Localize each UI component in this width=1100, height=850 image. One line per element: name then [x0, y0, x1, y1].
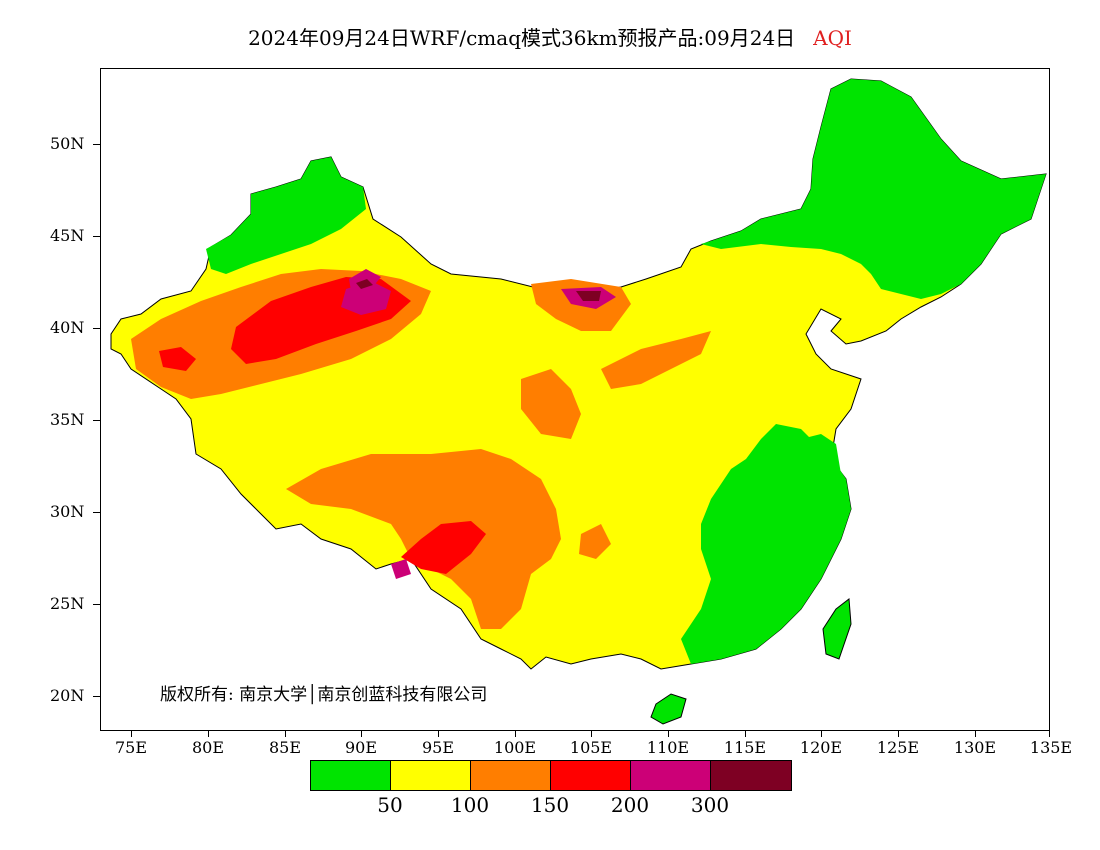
x-tick-label-110e: 110E — [646, 738, 690, 757]
x-tick-label-90e: 90E — [344, 738, 378, 757]
legend-swatch-sensitive — [471, 761, 551, 790]
y-tick-25n — [93, 604, 100, 605]
x-tick-115e — [745, 731, 746, 737]
y-tick-45n — [93, 236, 100, 237]
zone-good-north-xinjiang — [206, 157, 366, 274]
zone-good-taiwan — [822, 598, 852, 660]
zone-good-hainan — [650, 693, 687, 725]
copyright-text: 版权所有: 南京大学│南京创蓝科技有限公司 — [160, 685, 488, 705]
zone-unhealthy-west — [159, 347, 196, 371]
zone-good-northeast — [701, 79, 1046, 299]
y-tick-20n — [93, 696, 100, 697]
x-tick-label-125e: 125E — [876, 738, 920, 757]
legend-label-50: 50 — [377, 793, 403, 817]
legend-swatch-very-unhealthy — [631, 761, 711, 790]
x-tick-125e — [898, 731, 899, 737]
x-tick-110e — [668, 731, 669, 737]
x-tick-135e — [1049, 731, 1050, 737]
x-tick-label-130e: 130E — [953, 738, 997, 757]
x-tick-label-95e: 95E — [421, 738, 455, 757]
zone-sensitive-chongqing — [579, 524, 611, 559]
x-tick-label-120e: 120E — [799, 738, 843, 757]
y-tick-label-35n: 35N — [50, 410, 85, 429]
x-tick-label-80e: 80E — [191, 738, 225, 757]
zone-good-southeast — [681, 424, 851, 664]
y-tick-30n — [93, 512, 100, 513]
map-frame — [100, 68, 1050, 731]
x-tick-label-85e: 85E — [268, 738, 302, 757]
legend-label-300: 300 — [690, 793, 730, 817]
y-tick-label-50n: 50N — [50, 134, 85, 153]
x-tick-120e — [821, 731, 822, 737]
y-tick-label-25n: 25N — [50, 594, 85, 613]
zone-hazardous-tarim — [356, 279, 373, 289]
legend-label-100: 100 — [450, 793, 490, 817]
title-text: 2024年09月24日WRF/cmaq模式36km预报产品:09月24日 — [248, 26, 796, 50]
zone-unhealthy-tibet — [401, 521, 486, 574]
x-tick-label-115e: 115E — [723, 738, 767, 757]
y-tick-label-45n: 45N — [50, 226, 85, 245]
y-tick-40n — [93, 328, 100, 329]
x-tick-label-75e: 75E — [114, 738, 148, 757]
y-tick-label-40n: 40N — [50, 318, 85, 337]
x-tick-90e — [361, 731, 362, 737]
y-tick-label-20n: 20N — [50, 686, 85, 705]
zone-hazardous-alxa — [576, 291, 601, 301]
x-tick-105e — [591, 731, 592, 737]
zone-sensitive-loess — [521, 369, 581, 439]
legend-swatch-good — [311, 761, 391, 790]
x-tick-95e — [438, 731, 439, 737]
zone-good-jiangsu — [801, 434, 841, 489]
x-tick-label-105e: 105E — [569, 738, 613, 757]
x-tick-130e — [975, 731, 976, 737]
variable-label: AQI — [813, 26, 852, 50]
x-tick-75e — [131, 731, 132, 737]
legend-swatch-moderate — [391, 761, 471, 790]
zone-very-unhealthy-tibet — [391, 559, 411, 579]
map-title: 2024年09月24日WRF/cmaq模式36km预报产品:09月24日 AQI — [0, 22, 1100, 51]
legend-swatch-hazardous — [711, 761, 791, 790]
y-tick-50n — [93, 144, 100, 145]
zone-sensitive-shanxi — [601, 331, 711, 389]
legend-swatch-unhealthy — [551, 761, 631, 790]
x-tick-100e — [515, 731, 516, 737]
y-tick-label-30n: 30N — [50, 502, 85, 521]
x-tick-80e — [208, 731, 209, 737]
aqi-map — [110, 78, 1047, 725]
x-tick-label-100e: 100E — [493, 738, 537, 757]
legend-label-150: 150 — [530, 793, 570, 817]
y-tick-35n — [93, 420, 100, 421]
legend-label-200: 200 — [610, 793, 650, 817]
x-tick-85e — [285, 731, 286, 737]
legend-colorbar — [310, 760, 792, 791]
x-tick-label-135e: 135E — [1029, 738, 1073, 757]
